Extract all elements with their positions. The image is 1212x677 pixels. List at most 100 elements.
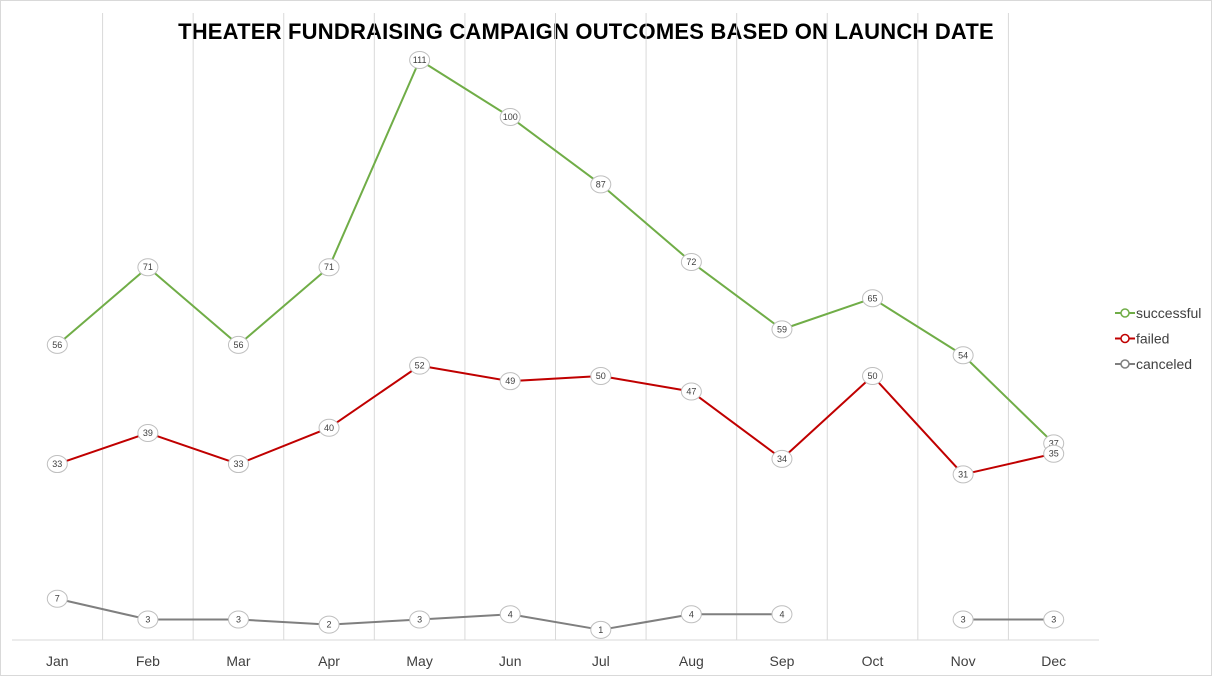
series-canceled: 7 3 3 2 3 4 1 4 4 3 3 bbox=[46, 589, 1065, 639]
legend-item-failed: failed bbox=[1115, 331, 1169, 347]
failed-data-label: 33 bbox=[52, 459, 62, 469]
failed-line-segment bbox=[56, 431, 149, 466]
canceled-data-label: 4 bbox=[689, 609, 694, 619]
x-tick-label: Jul bbox=[592, 653, 610, 669]
canceled-data-label: 3 bbox=[1051, 614, 1056, 624]
successful-line-segment bbox=[871, 297, 965, 357]
legend-label: failed bbox=[1136, 331, 1169, 347]
failed-data-label: 31 bbox=[958, 469, 968, 479]
canceled-line-segment bbox=[56, 597, 149, 621]
failed-line-segment bbox=[599, 374, 693, 393]
successful-line-segment bbox=[328, 59, 421, 269]
legend-label: successful bbox=[1136, 305, 1201, 321]
successful-data-label: 56 bbox=[233, 340, 243, 350]
successful-line-segment bbox=[962, 354, 1055, 445]
canceled-data-label-bubble bbox=[952, 610, 974, 629]
failed-data-label-bubble bbox=[409, 356, 431, 375]
successful-data-label: 59 bbox=[777, 324, 787, 334]
successful-data-label-bubble bbox=[771, 320, 793, 339]
x-tick-label: Apr bbox=[318, 653, 340, 669]
failed-data-label-bubble bbox=[227, 455, 249, 474]
failed-line-segment bbox=[328, 364, 421, 429]
canceled-data-label: 4 bbox=[779, 609, 784, 619]
successful-line-segment bbox=[418, 59, 512, 118]
failed-data-label-bubble bbox=[318, 418, 340, 437]
x-tick-label: Dec bbox=[1041, 653, 1066, 669]
failed-data-label: 39 bbox=[143, 428, 153, 438]
failed-data-label: 49 bbox=[505, 376, 515, 386]
x-tick-label: May bbox=[406, 653, 432, 669]
canceled-data-label-bubble bbox=[318, 615, 340, 634]
canceled-line-segment bbox=[328, 618, 421, 626]
legend-item-canceled: canceled bbox=[1115, 356, 1192, 372]
failed-data-label: 33 bbox=[233, 459, 243, 469]
failed-data-label-bubble bbox=[137, 423, 159, 442]
successful-data-label-bubble bbox=[137, 258, 159, 277]
failed-data-label: 40 bbox=[324, 423, 334, 433]
canceled-line-segment bbox=[237, 618, 331, 626]
successful-data-label: 65 bbox=[868, 293, 878, 303]
failed-line-segment bbox=[690, 390, 783, 460]
series-lines: 5671567111110087725965543733393340524950… bbox=[46, 51, 1065, 639]
canceled-data-label: 3 bbox=[236, 614, 241, 624]
chart-title: THEATER FUNDRAISING CAMPAIGN OUTCOMES BA… bbox=[178, 19, 994, 44]
canceled-line-segment bbox=[599, 613, 693, 631]
successful-line-segment bbox=[237, 266, 331, 346]
canceled-data-label-bubble bbox=[1043, 610, 1065, 629]
successful-data-label: 54 bbox=[958, 350, 968, 360]
canceled-line-segment bbox=[509, 613, 602, 631]
legend-item-successful: successful bbox=[1115, 305, 1201, 321]
failed-line-segment bbox=[509, 374, 602, 383]
failed-line-segment bbox=[962, 452, 1055, 476]
successful-data-label-bubble bbox=[227, 335, 249, 354]
failed-line-segment bbox=[146, 431, 240, 466]
failed-data-label-bubble bbox=[771, 449, 793, 468]
successful-data-label-bubble bbox=[590, 175, 612, 194]
canceled-data-label-bubble bbox=[771, 605, 793, 624]
successful-data-label: 71 bbox=[324, 262, 334, 272]
successful-data-label-bubble bbox=[680, 253, 702, 272]
failed-data-label: 52 bbox=[415, 361, 425, 371]
failed-data-label-bubble bbox=[499, 372, 521, 391]
legend-marker bbox=[1120, 308, 1130, 318]
gridlines bbox=[102, 13, 1009, 640]
successful-line-segment bbox=[690, 261, 783, 331]
series-successful: 56 71 56 71 111 100 87 72 59 65 54 37 bbox=[46, 51, 1065, 453]
successful-line-segment bbox=[56, 266, 149, 346]
x-tick-label: Jun bbox=[499, 653, 522, 669]
canceled-data-label-bubble bbox=[137, 610, 159, 629]
failed-data-label-bubble bbox=[46, 455, 68, 474]
canceled-data-label-bubble bbox=[409, 610, 431, 629]
successful-data-label: 100 bbox=[503, 112, 518, 122]
x-tick-label: Jan bbox=[46, 653, 69, 669]
successful-line-segment bbox=[599, 183, 693, 264]
canceled-data-label: 7 bbox=[55, 594, 60, 604]
canceled-data-label: 3 bbox=[961, 614, 966, 624]
x-tick-label: Aug bbox=[679, 653, 704, 669]
failed-line-segment bbox=[418, 364, 512, 383]
canceled-data-label-bubble bbox=[227, 610, 249, 629]
canceled-line-segment bbox=[418, 613, 512, 621]
x-tick-label: Feb bbox=[136, 653, 160, 669]
successful-data-label-bubble bbox=[952, 346, 974, 365]
successful-data-label: 111 bbox=[413, 55, 427, 65]
legend: successful failed canceled bbox=[1115, 305, 1201, 372]
successful-data-label-bubble bbox=[318, 258, 340, 277]
x-tick-label: Nov bbox=[951, 653, 976, 669]
x-tick-label: Oct bbox=[862, 653, 884, 669]
failed-line-segment bbox=[780, 374, 874, 460]
x-tick-label: Mar bbox=[226, 653, 250, 669]
canceled-data-label: 1 bbox=[598, 625, 603, 635]
successful-data-label-bubble bbox=[862, 289, 884, 308]
x-tick-label: Sep bbox=[769, 653, 794, 669]
failed-data-label: 50 bbox=[596, 371, 606, 381]
legend-marker bbox=[1120, 333, 1130, 344]
failed-data-label-bubble bbox=[862, 366, 884, 385]
canceled-data-label: 3 bbox=[417, 614, 422, 624]
failed-data-label-bubble bbox=[1043, 444, 1065, 463]
successful-data-label-bubble bbox=[499, 107, 521, 126]
successful-data-label: 37 bbox=[1049, 438, 1059, 448]
legend-label: canceled bbox=[1136, 356, 1192, 372]
